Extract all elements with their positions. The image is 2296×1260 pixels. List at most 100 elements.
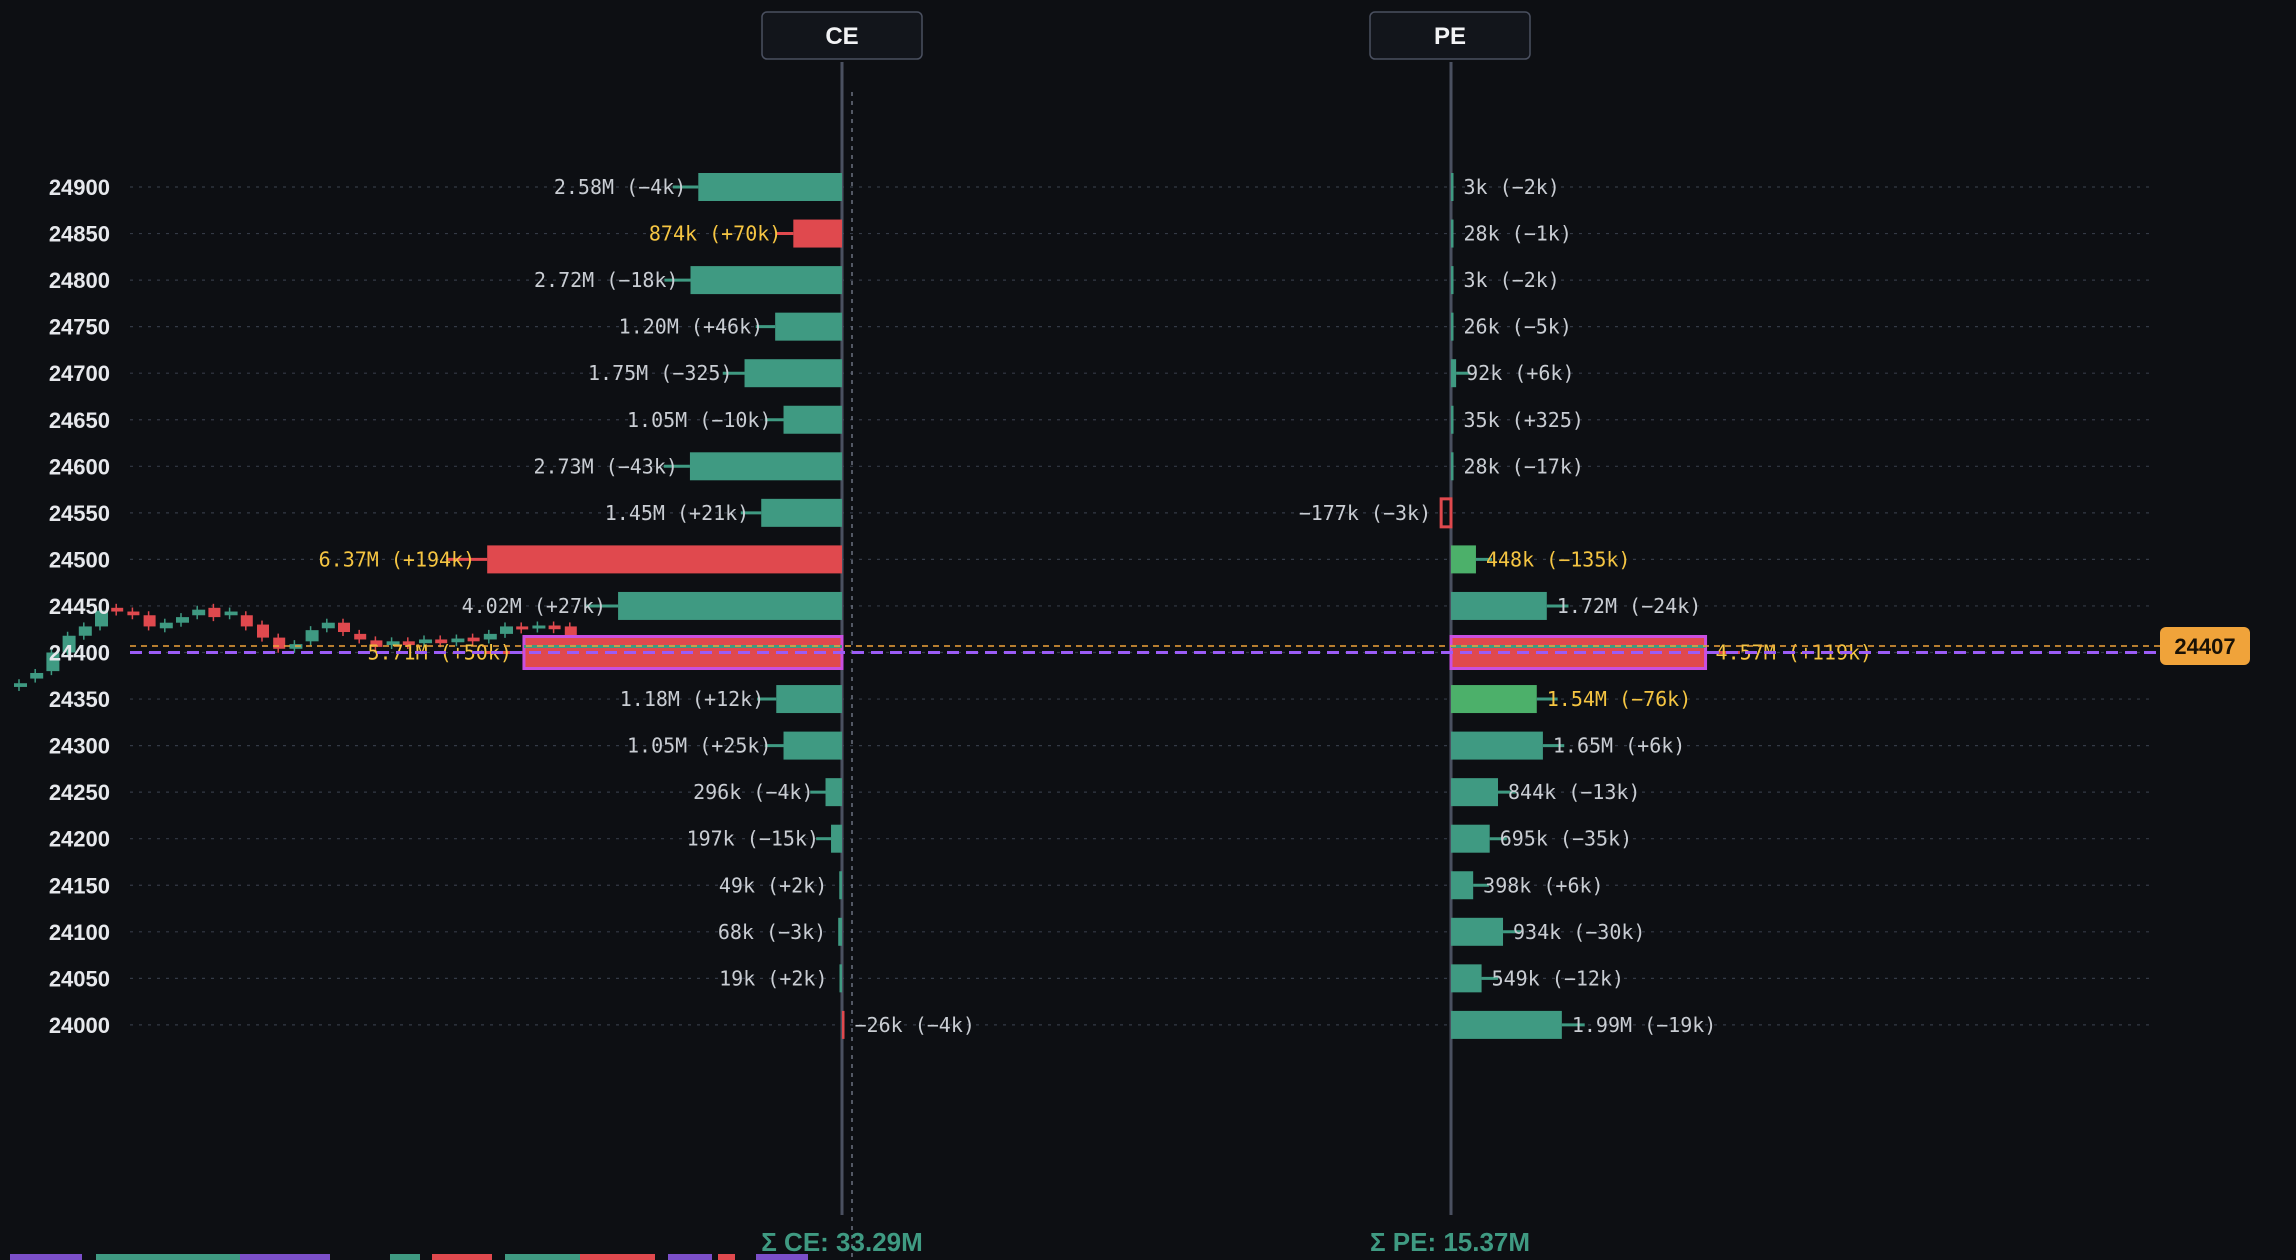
strike-label: 24450 xyxy=(49,594,110,619)
candle xyxy=(402,641,415,646)
strike-label: 24400 xyxy=(49,641,110,666)
ce-oi-label: 1.75M (−325) xyxy=(588,361,733,385)
pe-oi-bar[interactable] xyxy=(1451,359,1457,388)
ce-oi-label: 1.45M (+21k) xyxy=(605,501,750,525)
candle xyxy=(95,610,108,627)
pe-oi-bar[interactable] xyxy=(1451,405,1454,434)
pe-oi-label: −177k (−3k) xyxy=(1299,501,1431,525)
ce-oi-label: 19k (+2k) xyxy=(719,966,827,990)
pe-oi-label: 35k (+325) xyxy=(1464,408,1584,432)
pe-oi-bar[interactable] xyxy=(1451,1010,1562,1039)
ce-oi-bar[interactable] xyxy=(698,173,842,201)
pe-oi-label: 28k (−1k) xyxy=(1464,222,1572,246)
ce-oi-bar[interactable] xyxy=(825,778,842,807)
pe-oi-label: 26k (−5k) xyxy=(1464,315,1572,339)
ce-oi-bar[interactable] xyxy=(775,312,842,341)
strike-label: 24000 xyxy=(49,1013,110,1038)
volume-segment xyxy=(96,1254,240,1260)
strike-label: 24750 xyxy=(49,315,110,340)
candle xyxy=(127,611,140,616)
ce-oi-label: 6.37M (+194k) xyxy=(319,547,476,571)
pe-oi-bar[interactable] xyxy=(1451,964,1482,993)
pe-oi-label: 3k (−2k) xyxy=(1464,175,1560,199)
candle xyxy=(500,626,513,634)
pe-oi-bar[interactable] xyxy=(1451,312,1454,341)
ce-oi-bar[interactable] xyxy=(744,359,842,388)
strike-label: 24800 xyxy=(49,268,110,293)
ce-oi-bar[interactable] xyxy=(839,964,843,993)
ce-oi-bar[interactable] xyxy=(838,917,842,946)
ce-oi-bar[interactable] xyxy=(776,685,842,714)
ce-oi-bar[interactable] xyxy=(487,545,842,574)
strike-label: 24100 xyxy=(49,920,110,945)
pe-oi-bar[interactable] xyxy=(1451,685,1537,714)
ce-column-header[interactable]: CE xyxy=(761,11,923,60)
candle xyxy=(435,639,448,644)
pe-oi-bar[interactable] xyxy=(1451,824,1490,853)
pe-oi-label: 695k (−35k) xyxy=(1500,827,1632,851)
pe-oi-bar[interactable] xyxy=(1451,917,1504,946)
pe-oi-bar[interactable] xyxy=(1439,497,1453,529)
pe-oi-bar[interactable] xyxy=(1451,266,1454,295)
ce-oi-label: 1.05M (−10k) xyxy=(627,408,772,432)
strike-label: 24900 xyxy=(49,175,110,200)
ce-oi-bar[interactable] xyxy=(839,871,842,900)
pe-oi-bar[interactable] xyxy=(1451,778,1499,807)
ce-oi-bar[interactable] xyxy=(783,731,842,760)
candle xyxy=(370,640,383,647)
pe-oi-label: 549k (−12k) xyxy=(1492,966,1624,990)
ce-oi-label: 2.58M (−4k) xyxy=(554,175,686,199)
candle xyxy=(305,630,319,642)
strike-label: 24500 xyxy=(49,547,110,572)
candle xyxy=(30,672,44,679)
pe-header-label: PE xyxy=(1434,23,1466,50)
strike-label: 24150 xyxy=(49,873,110,898)
candle xyxy=(354,633,367,640)
ce-oi-bar[interactable] xyxy=(793,219,842,248)
pe-oi-bar[interactable] xyxy=(1451,452,1454,481)
volume-segment xyxy=(580,1254,655,1260)
oi-bars: 2.58M (−4k) 874k (+70k) 2.72M (−18k) 1.20M … xyxy=(319,173,1872,1039)
ce-oi-label: −26k (−4k) xyxy=(855,1013,975,1037)
pe-oi-bar[interactable] xyxy=(1451,591,1547,620)
volume-segment xyxy=(390,1254,420,1260)
ce-oi-label: 4.02M (+27k) xyxy=(462,594,607,618)
ce-oi-label: 296k (−4k) xyxy=(693,780,813,804)
ce-oi-label: 874k (+70k) xyxy=(649,222,781,246)
candle xyxy=(483,633,497,640)
pe-oi-label: 844k (−13k) xyxy=(1508,780,1640,804)
pe-oi-bar[interactable] xyxy=(1451,871,1474,900)
ce-oi-bar[interactable] xyxy=(689,452,842,481)
ce-oi-bar[interactable] xyxy=(618,591,842,620)
price-candles xyxy=(14,603,593,691)
candle xyxy=(273,637,286,649)
candle xyxy=(467,637,480,642)
candle xyxy=(208,607,221,618)
pe-oi-bar[interactable] xyxy=(1451,545,1476,574)
pe-oi-label: 1.65M (+6k) xyxy=(1553,734,1685,758)
candle xyxy=(532,625,546,629)
strike-label: 24300 xyxy=(49,734,110,759)
spot-price-badge-bg xyxy=(2160,626,2250,665)
ce-oi-label: 49k (+2k) xyxy=(719,873,827,897)
pe-oi-bar[interactable] xyxy=(1451,219,1454,248)
spot-price-value: 24407 xyxy=(2174,634,2235,659)
ce-oi-label: 2.73M (−43k) xyxy=(533,454,678,478)
pe-column-header[interactable]: PE xyxy=(1369,11,1531,60)
ce-oi-bar[interactable] xyxy=(690,266,842,295)
candle xyxy=(46,652,60,672)
ce-oi-bar[interactable] xyxy=(761,498,842,527)
pe-oi-bar[interactable] xyxy=(1451,173,1454,201)
volume-segment xyxy=(432,1254,492,1260)
candle xyxy=(192,609,206,616)
ce-oi-bar[interactable] xyxy=(831,824,842,853)
ce-oi-label: 1.18M (+12k) xyxy=(620,687,765,711)
pe-oi-bar[interactable] xyxy=(1451,731,1543,760)
ce-oi-label: 68k (−3k) xyxy=(718,920,826,944)
candle xyxy=(321,622,335,629)
strike-label: 24350 xyxy=(49,687,110,712)
ce-oi-label: 2.72M (−18k) xyxy=(534,268,679,292)
ce-oi-bar[interactable] xyxy=(842,1010,845,1039)
ce-oi-bar[interactable] xyxy=(783,405,842,434)
